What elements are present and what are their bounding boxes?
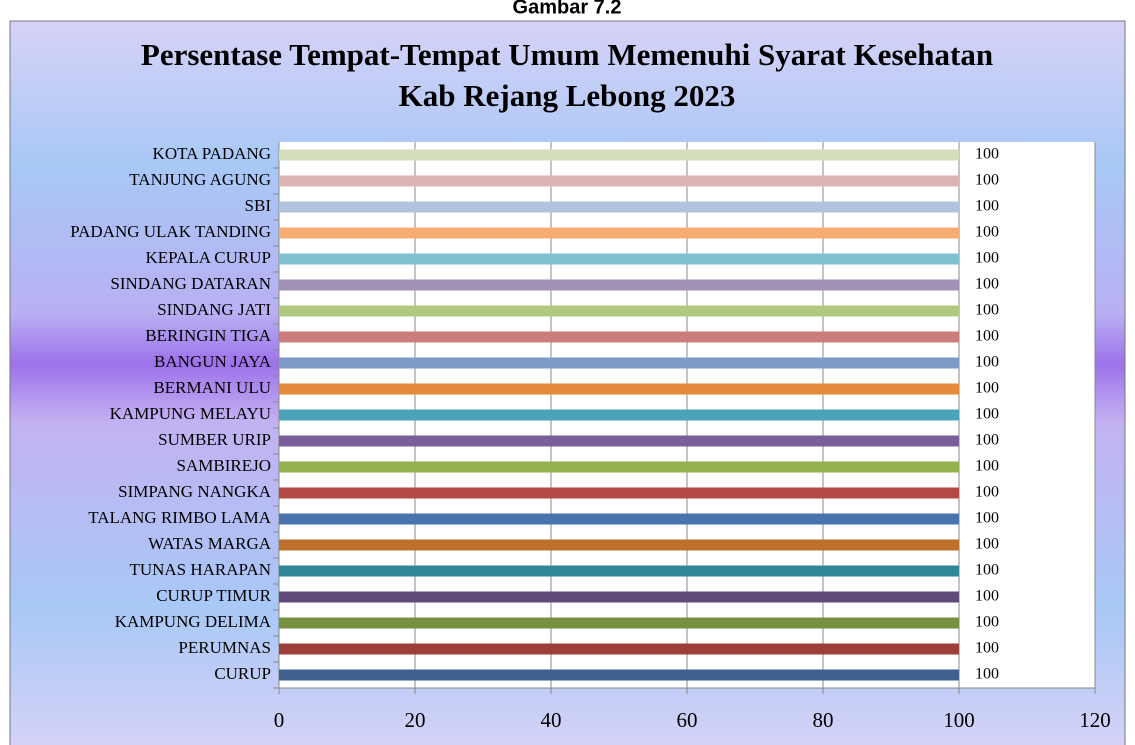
y-tick-label: TALANG RIMBO LAMA	[88, 508, 272, 527]
caption: Gambar 7.2	[513, 0, 622, 18]
data-label: 100	[975, 614, 999, 631]
y-tick-label: KAMPUNG DELIMA	[115, 612, 272, 631]
y-tick-label: BERMANI ULU	[153, 378, 271, 397]
bar	[279, 409, 959, 421]
y-tick-label: KEPALA CURUP	[146, 248, 272, 267]
y-tick-label: SBI	[245, 196, 272, 215]
y-tick-label: PADANG ULAK TANDING	[70, 222, 271, 241]
bar	[279, 305, 959, 317]
x-tick-label: 40	[541, 708, 562, 732]
bar	[279, 617, 959, 629]
data-label: 100	[975, 432, 999, 449]
y-tick-label: KOTA PADANG	[153, 144, 271, 163]
bar	[279, 487, 959, 499]
bar	[279, 513, 959, 525]
data-label: 100	[975, 146, 999, 163]
data-label: 100	[975, 172, 999, 189]
y-tick-label: SINDANG JATI	[157, 300, 271, 319]
bar	[279, 175, 959, 187]
y-tick-label: TUNAS HARAPAN	[129, 560, 271, 579]
data-label: 100	[975, 536, 999, 553]
x-tick-label: 100	[943, 708, 975, 732]
y-tick-label: SAMBIREJO	[177, 456, 271, 475]
data-label: 100	[975, 588, 999, 605]
x-tick-label: 120	[1079, 708, 1111, 732]
data-label: 100	[975, 380, 999, 397]
bar	[279, 461, 959, 473]
data-label: 100	[975, 302, 999, 319]
data-label: 100	[975, 276, 999, 293]
data-label: 100	[975, 510, 999, 527]
y-tick-label: BANGUN JAYA	[154, 352, 272, 371]
bar	[279, 279, 959, 291]
y-tick-label: SINDANG DATARAN	[110, 274, 271, 293]
x-tick-label: 20	[405, 708, 426, 732]
y-tick-label: KAMPUNG MELAYU	[110, 404, 271, 423]
bar	[279, 357, 959, 369]
bar	[279, 253, 959, 265]
data-label: 100	[975, 224, 999, 241]
data-label: 100	[975, 562, 999, 579]
x-tick-label: 80	[813, 708, 834, 732]
data-label: 100	[975, 406, 999, 423]
bar	[279, 565, 959, 577]
bar	[279, 435, 959, 447]
data-label: 100	[975, 198, 999, 215]
bar	[279, 383, 959, 395]
y-tick-label: CURUP TIMUR	[156, 586, 271, 605]
bar	[279, 669, 959, 681]
data-label: 100	[975, 640, 999, 657]
data-label: 100	[975, 328, 999, 345]
bar	[279, 201, 959, 213]
data-label: 100	[975, 354, 999, 371]
y-tick-label: CURUP	[214, 664, 271, 683]
y-tick-label: PERUMNAS	[178, 638, 271, 657]
bar	[279, 591, 959, 603]
bar	[279, 643, 959, 655]
bar	[279, 331, 959, 343]
data-label: 100	[975, 666, 999, 683]
y-tick-label: BERINGIN TIGA	[145, 326, 271, 345]
bar	[279, 149, 959, 161]
y-tick-label: TANJUNG AGUNG	[129, 170, 271, 189]
y-tick-label: SUMBER URIP	[158, 430, 271, 449]
x-tick-label: 0	[274, 708, 285, 732]
y-tick-label: WATAS MARGA	[148, 534, 272, 553]
x-tick-label: 60	[677, 708, 698, 732]
y-tick-label: SIMPANG NANGKA	[118, 482, 272, 501]
data-label: 100	[975, 484, 999, 501]
data-label: 100	[975, 458, 999, 475]
chart-title: Persentase Tempat-Tempat Umum Memenuhi S…	[141, 37, 993, 113]
bar	[279, 227, 959, 239]
data-label: 100	[975, 250, 999, 267]
bar	[279, 539, 959, 551]
